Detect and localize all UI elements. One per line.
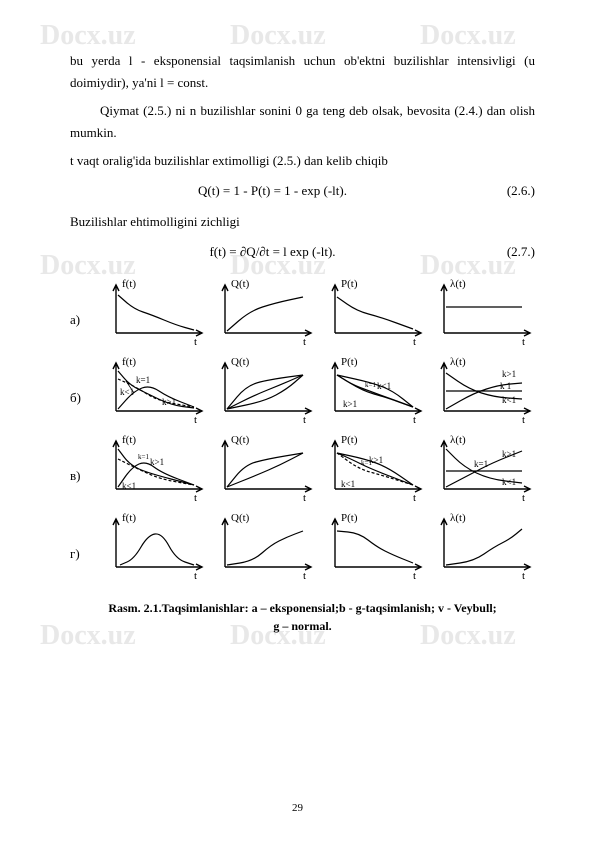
svg-text:Q(t): Q(t) (231, 356, 250, 368)
svg-text:f(t): f(t) (122, 278, 136, 290)
svg-text:λ(t): λ(t) (450, 278, 466, 290)
chart-l_norm: λ(t) t (432, 509, 535, 581)
formula-2-num: (2.7.) (475, 241, 535, 263)
chart-f_weib: f(t) t k>1 k<1 k=1 (104, 431, 207, 503)
svg-text:k=1: k=1 (474, 459, 488, 469)
paragraph-2: Qiymat (2.5.) ni n buzilishlar sonini 0 … (70, 100, 535, 144)
svg-text:k 1: k 1 (500, 381, 511, 391)
svg-text:t: t (194, 570, 197, 581)
svg-text:k<1: k<1 (502, 395, 516, 405)
chart-f_exp: f(t) t (104, 275, 207, 347)
svg-text:t: t (413, 414, 416, 425)
svg-text:t: t (522, 570, 525, 581)
svg-text:k<1: k<1 (377, 381, 391, 391)
row-label-0: а) (70, 275, 98, 347)
formula-2: f(t) = ∂Q/∂t = l exp (-lt). (2.7.) (70, 241, 535, 263)
svg-text:k=1: k=1 (361, 459, 372, 467)
chart-l_gamma: λ(t) t k>1 k 1 k<1 (432, 353, 535, 425)
svg-text:k>1: k>1 (162, 397, 176, 407)
paragraph-1: bu yerda l - eksponensial taqsimlanish u… (70, 50, 535, 94)
chart-p_exp: P(t) t (323, 275, 426, 347)
svg-text:t: t (413, 492, 416, 503)
svg-text:λ(t): λ(t) (450, 512, 466, 524)
svg-text:k=1: k=1 (136, 375, 150, 385)
formula-1: Q(t) = 1 - P(t) = 1 - exp (-lt). (2.6.) (70, 180, 535, 202)
page-number: 29 (292, 802, 303, 814)
svg-text:k<1: k<1 (341, 479, 355, 489)
svg-text:f(t): f(t) (122, 434, 136, 446)
chart-q_weib: Q(t) t (213, 431, 316, 503)
svg-text:k>1: k>1 (150, 457, 164, 467)
caption-line-1: Rasm. 2.1.Taqsimlanishlar: a – eksponens… (108, 601, 496, 615)
chart-f_norm: f(t) t (104, 509, 207, 581)
svg-text:k=1: k=1 (365, 381, 376, 389)
svg-text:k>1: k>1 (502, 449, 516, 459)
charts-grid: а)f(t)tQ(t)tP(t)tλ(t)tб)f(t)tk<1k=1k>1Q(… (70, 275, 535, 581)
svg-text:k<1: k<1 (122, 481, 136, 491)
paragraph-4: Buzilishlar ehtimolligini zichligi (70, 211, 535, 233)
paragraph-3: t vaqt oralig'ida buzilishlar extimollig… (70, 150, 535, 172)
svg-text:t: t (303, 570, 306, 581)
figure-caption: Rasm. 2.1.Taqsimlanishlar: a – eksponens… (70, 599, 535, 635)
chart-l_weib: λ(t) t k>1 k=1 k<1 (432, 431, 535, 503)
svg-text:f(t): f(t) (122, 512, 136, 524)
chart-q_gamma: Q(t) t (213, 353, 316, 425)
svg-text:P(t): P(t) (341, 512, 358, 524)
svg-text:t: t (413, 570, 416, 581)
svg-text:t: t (303, 336, 306, 347)
svg-text:t: t (522, 336, 525, 347)
formula-2-expr: f(t) = ∂Q/∂t = l exp (-lt). (70, 241, 475, 263)
svg-text:t: t (303, 492, 306, 503)
svg-text:t: t (522, 414, 525, 425)
svg-text:k>1: k>1 (343, 399, 357, 409)
chart-p_gamma: P(t) t k<1 k>1 k=1 (323, 353, 426, 425)
svg-text:P(t): P(t) (341, 434, 358, 446)
svg-text:t: t (194, 336, 197, 347)
row-label-1: б) (70, 353, 98, 425)
formula-1-num: (2.6.) (475, 180, 535, 202)
svg-text:k<1: k<1 (120, 387, 134, 397)
svg-text:λ(t): λ(t) (450, 356, 466, 368)
row-label-3: г) (70, 509, 98, 581)
svg-text:Q(t): Q(t) (231, 278, 250, 290)
chart-q_norm: Q(t) t (213, 509, 316, 581)
caption-line-2: g – normal. (273, 619, 331, 633)
svg-text:t: t (303, 414, 306, 425)
svg-text:t: t (194, 414, 197, 425)
svg-text:k<1: k<1 (502, 477, 516, 487)
svg-text:f(t): f(t) (122, 356, 136, 368)
svg-text:t: t (413, 336, 416, 347)
chart-p_norm: P(t) t (323, 509, 426, 581)
svg-text:Q(t): Q(t) (231, 512, 250, 524)
svg-text:Q(t): Q(t) (231, 434, 250, 446)
svg-text:t: t (194, 492, 197, 503)
chart-q_exp: Q(t) t (213, 275, 316, 347)
formula-1-expr: Q(t) = 1 - P(t) = 1 - exp (-lt). (70, 180, 475, 202)
chart-l_const: λ(t) t (432, 275, 535, 347)
row-label-2: в) (70, 431, 98, 503)
chart-f_gamma: f(t) t k<1k=1 k>1 (104, 353, 207, 425)
svg-text:t: t (522, 492, 525, 503)
svg-text:λ(t): λ(t) (450, 434, 466, 446)
svg-text:k>1: k>1 (502, 369, 516, 379)
svg-text:P(t): P(t) (341, 278, 358, 290)
svg-text:P(t): P(t) (341, 356, 358, 368)
svg-text:k=1: k=1 (138, 453, 149, 461)
chart-p_weib: P(t)tk>1k<1k=1 (323, 431, 426, 503)
